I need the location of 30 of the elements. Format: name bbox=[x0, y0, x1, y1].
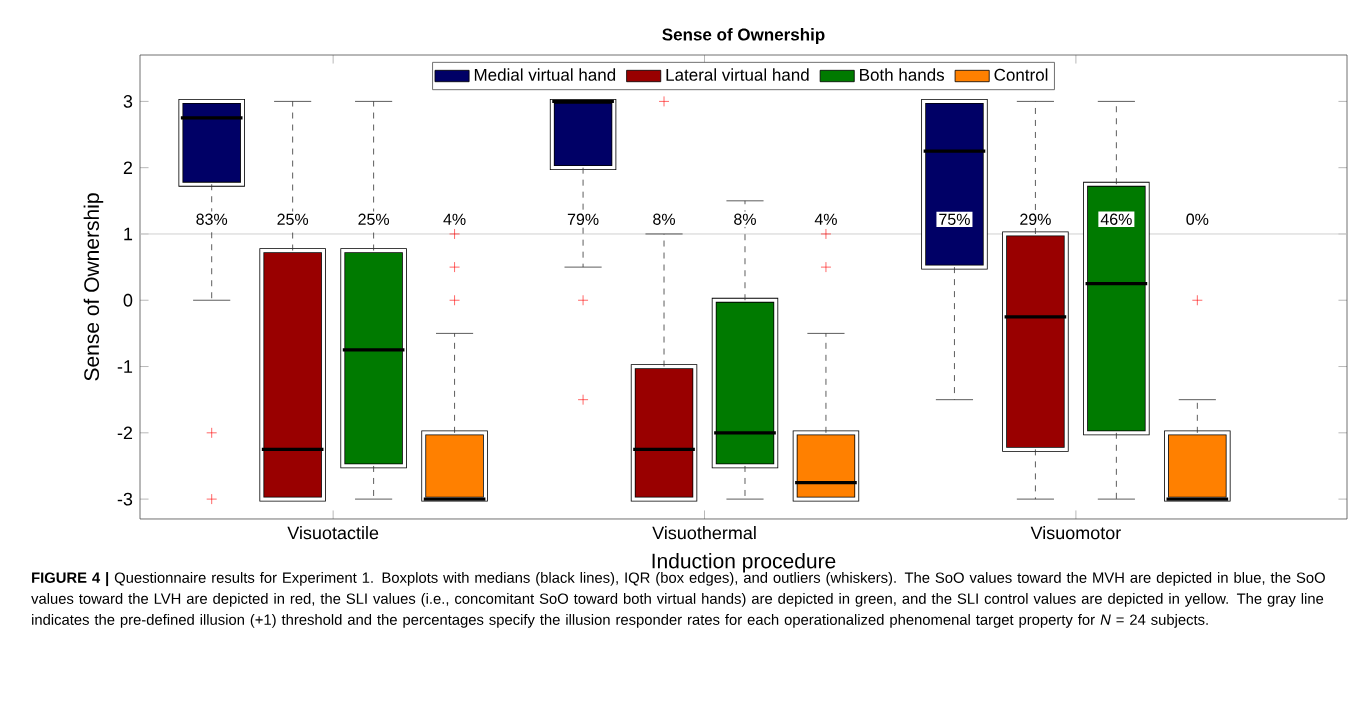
text: FIGURE 4 | Questionnaire results for Experiment 1. Boxplots with medians (black lines), IQR (box edges), and outliers (whiskers). The SoO values toward the MVH are depicted in blue, the SoO values toward the LVH are depicted in red, the SLI values (i.e., concomitant SoO toward both virtual hands) are depicted in green, and the SLI control values are depicted in yellow. The gray line indicates the pre-defined illusion (+1) threshold and the percentages specify the illusion responder rates for each operationalized phenomenal target property for N = 24 subjects. bbox=[31, 572, 1325, 628]
annotation: 83% bbox=[196, 213, 228, 225]
y-tick-label: 1 bbox=[124, 227, 133, 241]
y-tick-label: -1 bbox=[117, 360, 133, 373]
legend-label: Medial virtual hand bbox=[474, 68, 616, 81]
annotation: 4% bbox=[814, 213, 837, 225]
legend-label: Lateral virtual hand bbox=[666, 68, 809, 81]
y-tick-label: 0 bbox=[123, 293, 133, 307]
annotation: 8% bbox=[734, 213, 756, 225]
annotation: 0% bbox=[1186, 213, 1209, 225]
legend-label: Control bbox=[994, 68, 1048, 81]
annotation: 79% bbox=[567, 213, 599, 225]
annotation: 4% bbox=[443, 213, 466, 225]
chart-title: Sense of Ownership bbox=[662, 28, 825, 44]
x-tick-label: Visuomotor bbox=[1030, 526, 1121, 540]
y-tick-label: 2 bbox=[123, 161, 133, 174]
annotation: 25% bbox=[358, 213, 390, 225]
x-tick-label: Visuotactile bbox=[287, 526, 379, 540]
x-axis-title: Induction procedure bbox=[652, 553, 836, 573]
annotation: 75% bbox=[939, 213, 970, 225]
annotation: 29% bbox=[1020, 213, 1051, 225]
y-axis-title: Sense of Ownership bbox=[83, 193, 104, 381]
y-tick-label: 3 bbox=[123, 95, 133, 108]
y-tick-label: -2 bbox=[117, 426, 133, 440]
y-tick-label: -3 bbox=[117, 492, 133, 506]
annotation: 46% bbox=[1100, 213, 1132, 225]
legend-label: Both hands bbox=[860, 68, 945, 81]
annotation: 8% bbox=[653, 213, 676, 225]
annotation: 25% bbox=[277, 213, 309, 225]
x-tick-label: Visuothermal bbox=[652, 526, 756, 540]
